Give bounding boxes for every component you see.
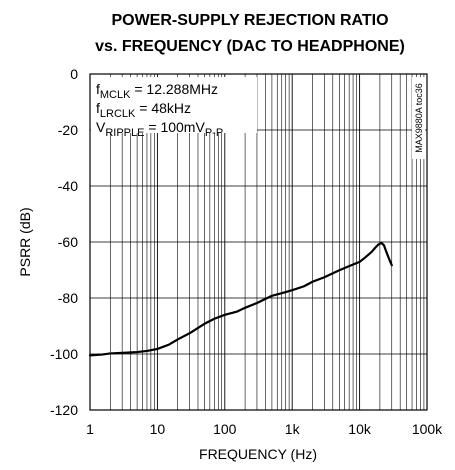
y-tick-label: -40 (58, 178, 78, 194)
plot-frame (89, 73, 428, 411)
side-note-box: MAX9880A toc36 (412, 77, 425, 159)
annotation-lrclk: fLRCLK = 48kHz (96, 100, 191, 120)
chart-title-line2: vs. FREQUENCY (DAC TO HEADPHONE) (95, 38, 405, 55)
annotation-mclk: fMCLK = 12.288MHz (96, 81, 218, 101)
y-tick-label: -80 (58, 290, 78, 306)
psrr-series-line (88, 241, 393, 357)
x-tick-label: 10k (348, 421, 372, 437)
y-tick-label: -20 (58, 122, 78, 138)
y-tick-label: 0 (70, 66, 78, 82)
chart-title-line1: POWER-SUPPLY REJECTION RATIO (111, 12, 388, 29)
x-axis-label: FREQUENCY (Hz) (199, 446, 317, 462)
x-tick-label: 1 (86, 421, 94, 437)
y-tick-labels: 0 -20 -40 -60 -80 -100 -120 (50, 66, 78, 418)
y-axis-label: PSRR (dB) (17, 207, 33, 276)
y-tick-label: -120 (50, 402, 78, 418)
side-note: MAX9880A toc36 (414, 83, 424, 153)
y-tick-label: -100 (50, 346, 78, 362)
x-tick-label: 100 (213, 421, 237, 437)
annotation-ripple: VRIPPLE = 100mVP-P (96, 119, 223, 139)
x-tick-labels: 1 10 100 1k 10k 100k (86, 421, 443, 437)
x-tick-label: 10 (150, 421, 166, 437)
annotation-box: fMCLK = 12.288MHz fLRCLK = 48kHz VRIPPLE… (91, 77, 257, 139)
x-tick-label: 1k (285, 421, 301, 437)
y-tick-label: -60 (58, 234, 78, 250)
x-tick-label: 100k (412, 421, 443, 437)
